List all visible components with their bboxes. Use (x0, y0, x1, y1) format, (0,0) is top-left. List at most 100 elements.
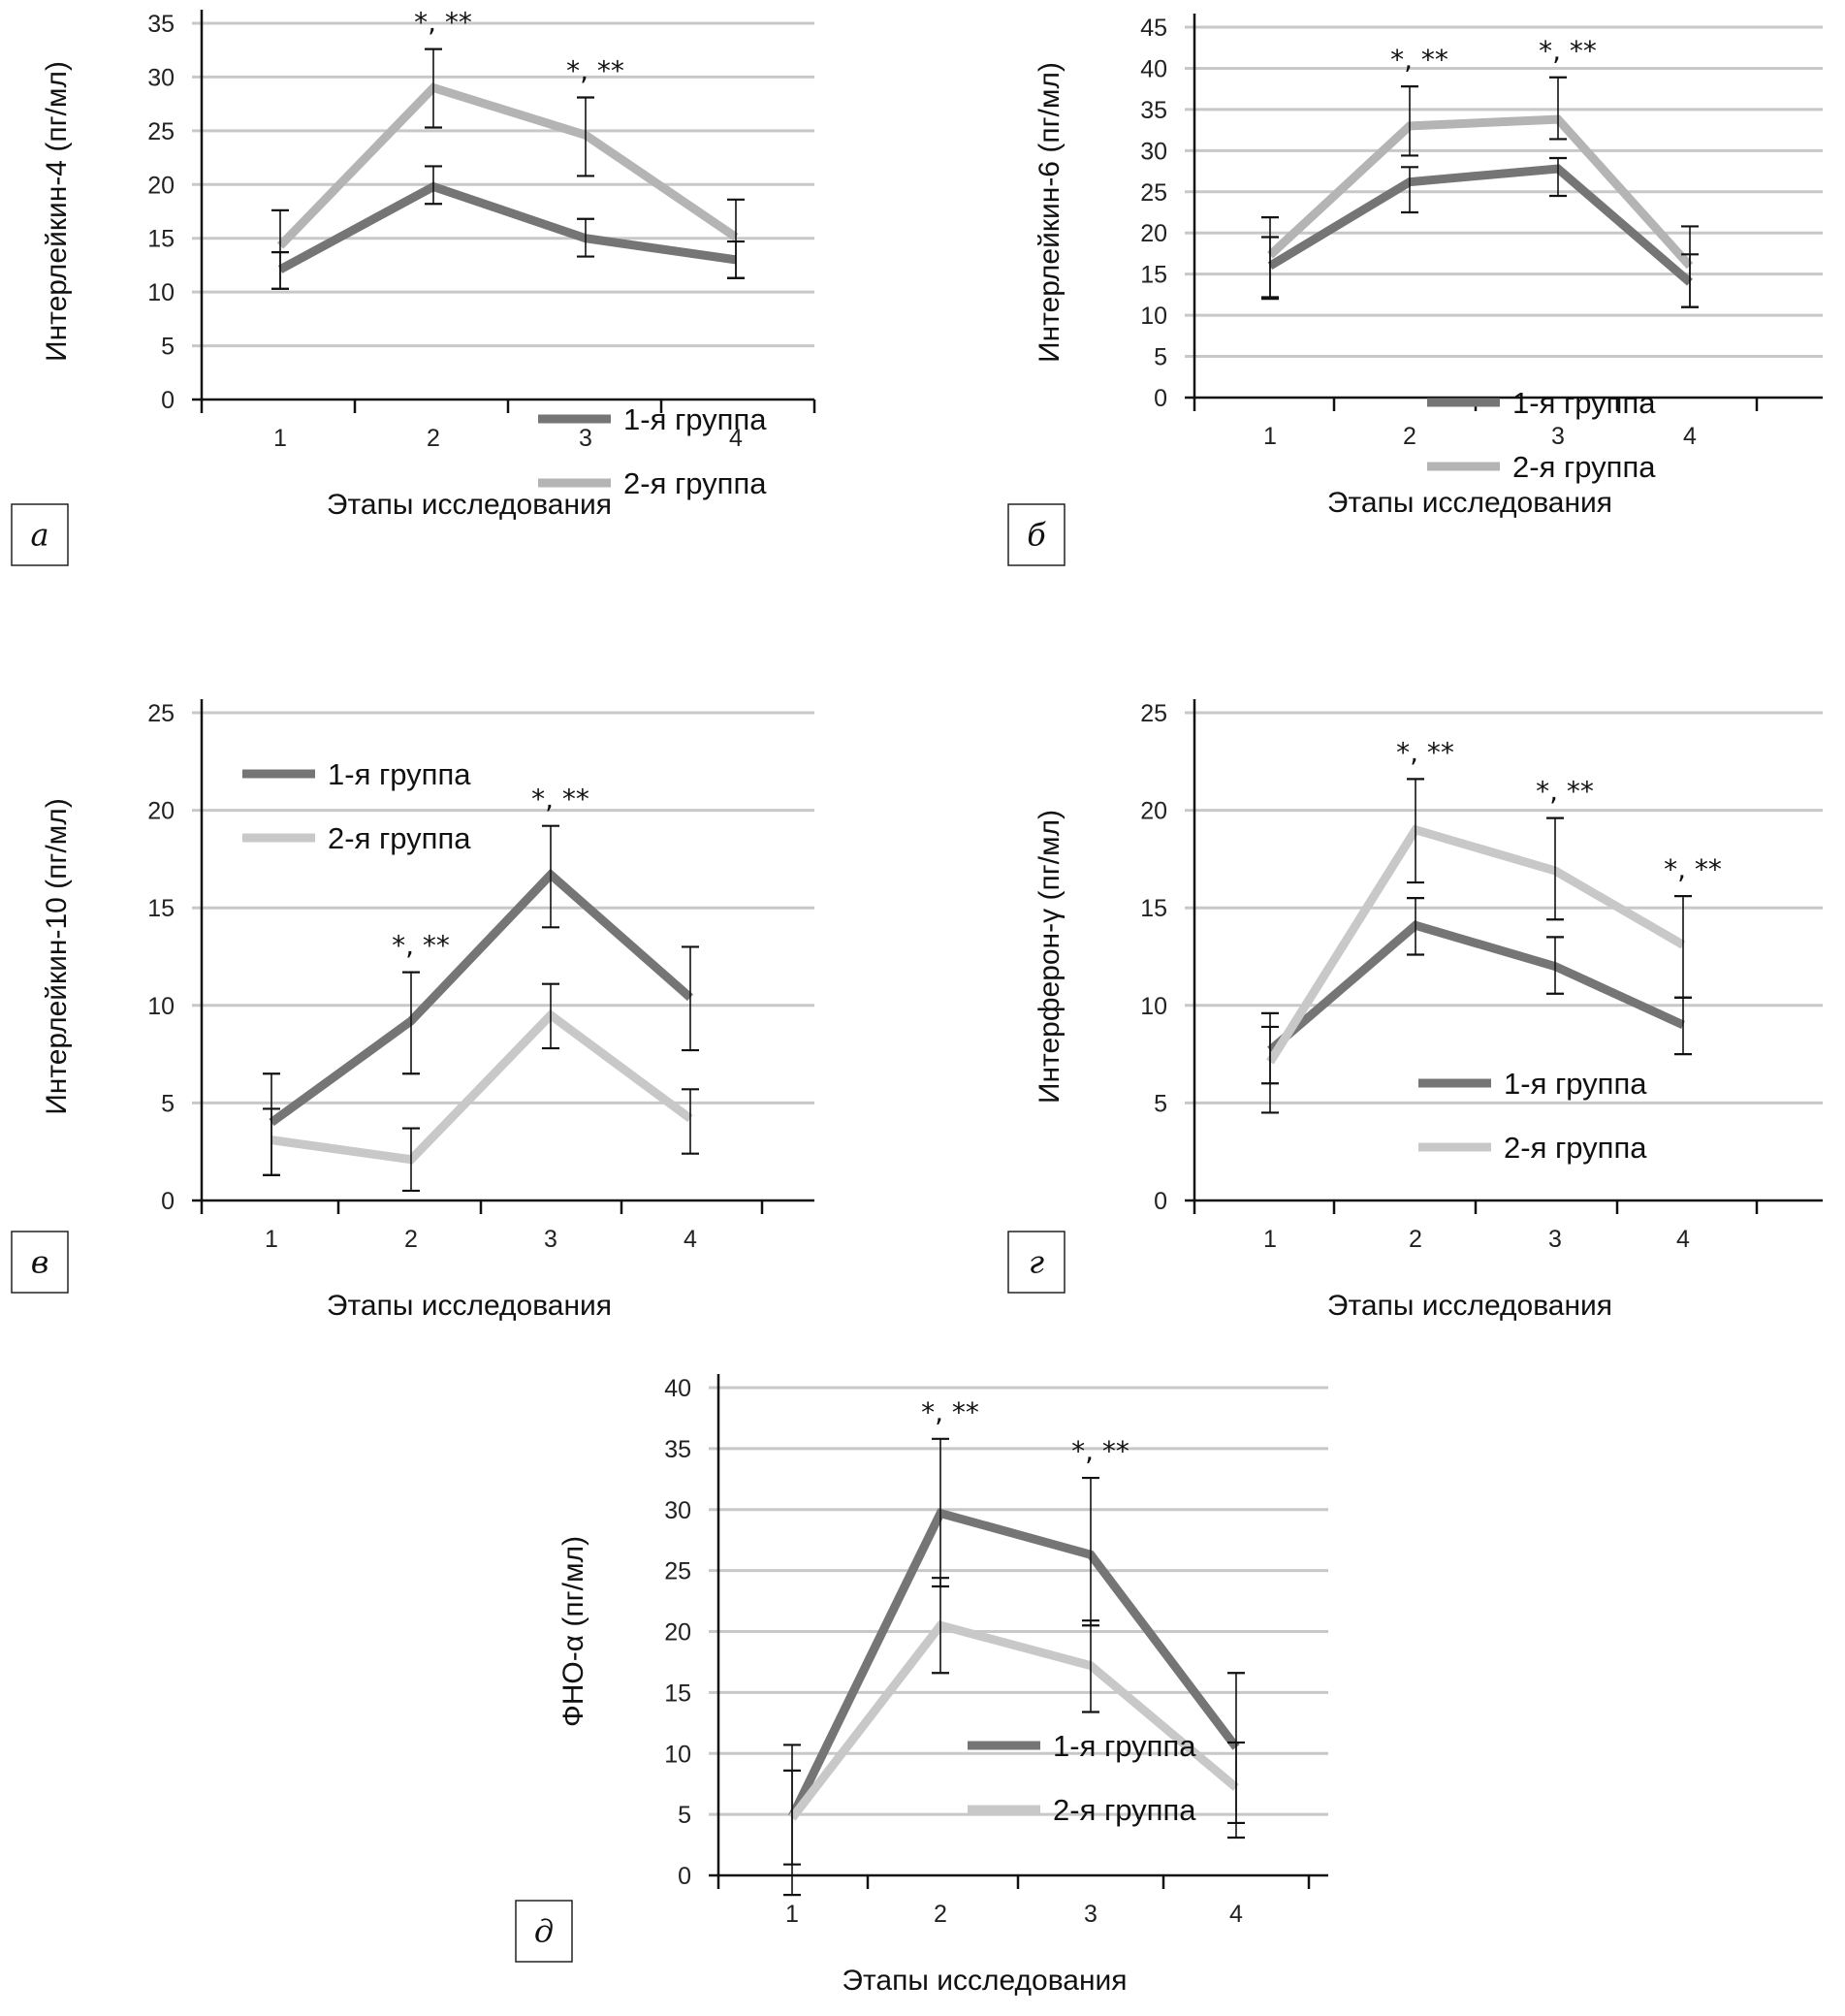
x-tick-label: 3 (544, 1226, 557, 1253)
significance-marker: *, ** (1539, 35, 1597, 67)
y-tick-label: 20 (1140, 798, 1167, 825)
y-tick-label: 25 (664, 1558, 691, 1585)
y-tick-label: 0 (161, 1188, 175, 1215)
x-axis-title: Этапы исследования (327, 489, 612, 521)
x-tick-label: 1 (1263, 423, 1277, 450)
y-tick-label: 40 (664, 1375, 691, 1402)
significance-marker: *, ** (1390, 44, 1448, 76)
y-tick-label: 15 (147, 895, 175, 922)
y-tick-label: 25 (1140, 700, 1167, 727)
series-line-group1 (277, 181, 737, 273)
y-tick-label: 20 (664, 1619, 691, 1647)
y-axis-title: ФНО-α (пг/мл) (557, 1536, 589, 1727)
y-axis-title: Интерлейкин-10 (пг/мл) (41, 798, 73, 1115)
legend-label-group1: 1-я группа (328, 757, 471, 791)
chart-panel-il10: 0 5 10 15 20 25 1 2 3 4 Этапы исследования Интерлей… (11, 699, 814, 1322)
x-tick-label: 4 (1229, 1901, 1243, 1928)
y-tick-label: 45 (1140, 15, 1167, 42)
x-tick-label: 4 (1683, 423, 1697, 450)
y-tick-label: 5 (161, 1090, 175, 1117)
x-tick-label: 3 (1548, 1226, 1562, 1253)
x-tick-label: 1 (265, 1226, 278, 1253)
y-tick-label: 25 (147, 118, 175, 145)
y-tick-label: 25 (147, 700, 175, 727)
chart-panel-ifn-gamma: 0 5 10 15 20 25 1 2 3 4 Этапы исследования Интерфер… (1007, 699, 1823, 1322)
panel-label: г (1029, 1244, 1044, 1281)
x-tick-label: 2 (1409, 1226, 1422, 1253)
significance-marker: *, ** (1071, 1435, 1129, 1467)
y-axis-title: Интерлейкин-6 (пг/мл) (1034, 62, 1066, 363)
panel-label-box (11, 1231, 69, 1294)
y-tick-label: 20 (147, 172, 175, 199)
y-tick-label: 10 (147, 279, 175, 306)
x-tick-label: 3 (579, 425, 592, 452)
y-tick-label: 15 (1140, 895, 1167, 922)
y-tick-label: 0 (1154, 385, 1167, 412)
y-tick-label: 0 (161, 387, 175, 414)
y-tick-label: 10 (1140, 303, 1167, 330)
y-tick-label: 35 (1140, 97, 1167, 124)
significance-marker: *, ** (1396, 736, 1454, 768)
y-tick-label: 15 (664, 1680, 691, 1707)
legend-label-group2: 2-я группа (623, 466, 767, 500)
legend-label-group1: 1-я группа (1504, 1067, 1647, 1101)
y-tick-label: 25 (1140, 179, 1167, 207)
y-tick-label: 10 (1140, 993, 1167, 1020)
x-axis-title: Этапы исследования (842, 1965, 1127, 1997)
series-line-group2 (276, 82, 739, 249)
legend-label-group2: 2-я группа (1504, 1131, 1647, 1165)
y-tick-label: 30 (664, 1497, 691, 1524)
legend-label-group2: 2-я группа (1512, 450, 1656, 484)
x-tick-label: 1 (785, 1901, 799, 1928)
legend-label-group1: 1-я группа (623, 402, 767, 436)
panel-label-box (11, 503, 69, 566)
x-tick-label: 1 (273, 425, 287, 452)
legend-label-group2: 2-я группа (1053, 1793, 1196, 1827)
y-tick-label: 40 (1140, 55, 1167, 82)
chart-panel-il6: 0 5 10 15 20 25 30 35 40 45 1 2 3 4 Этапы исследования… (1007, 14, 1823, 566)
x-tick-label: 4 (729, 425, 743, 452)
significance-marker: *, ** (414, 7, 472, 39)
panel-label-box (1007, 1231, 1066, 1294)
significance-marker: *, ** (921, 1396, 979, 1428)
y-axis-title: Интерлейкин-4 (пг/мл) (41, 61, 73, 362)
y-tick-label: 30 (1140, 138, 1167, 165)
panel-label: б (1027, 517, 1046, 554)
series-line-group2 (1266, 114, 1694, 270)
y-axis-title: Интерферон-γ (пг/мл) (1034, 810, 1066, 1104)
y-tick-label: 20 (1140, 220, 1167, 247)
panel-label-box (1007, 503, 1066, 566)
x-tick-label: 4 (1676, 1226, 1690, 1253)
y-tick-label: 5 (678, 1802, 691, 1829)
x-tick-label: 3 (1551, 423, 1565, 450)
series-line-group1 (269, 868, 693, 1127)
significance-marker: *, ** (566, 54, 624, 86)
panel-label: в (31, 1244, 49, 1281)
series-line-group2 (1266, 824, 1686, 1065)
y-tick-label: 5 (1154, 344, 1167, 371)
y-tick-label: 35 (147, 11, 175, 38)
x-axis-title: Этапы исследования (1327, 1290, 1612, 1322)
y-tick-label: 20 (147, 798, 175, 825)
x-axis-title: Этапы исследования (1327, 487, 1612, 519)
y-tick-label: 15 (1140, 262, 1167, 289)
legend-label-group1: 1-я группа (1512, 386, 1656, 420)
x-tick-label: 3 (1084, 1901, 1097, 1928)
series-line-group1 (1267, 920, 1685, 1054)
series-line-group1 (787, 1508, 1240, 1819)
series-line-group2 (788, 1620, 1239, 1821)
y-tick-label: 10 (664, 1741, 691, 1768)
significance-marker: *, ** (1536, 776, 1594, 808)
x-axis-title: Этапы исследования (327, 1290, 612, 1322)
y-tick-label: 5 (161, 334, 175, 361)
significance-marker: *, ** (531, 784, 589, 816)
panel-label: а (30, 517, 48, 554)
y-tick-label: 30 (147, 64, 175, 91)
x-tick-label: 4 (684, 1226, 697, 1253)
y-tick-label: 35 (664, 1436, 691, 1463)
panel-label-box (515, 1900, 573, 1963)
x-tick-label: 2 (934, 1901, 947, 1928)
significance-marker: *, ** (392, 930, 450, 962)
significance-marker: *, ** (1664, 853, 1722, 885)
x-tick-label: 2 (404, 1226, 418, 1253)
